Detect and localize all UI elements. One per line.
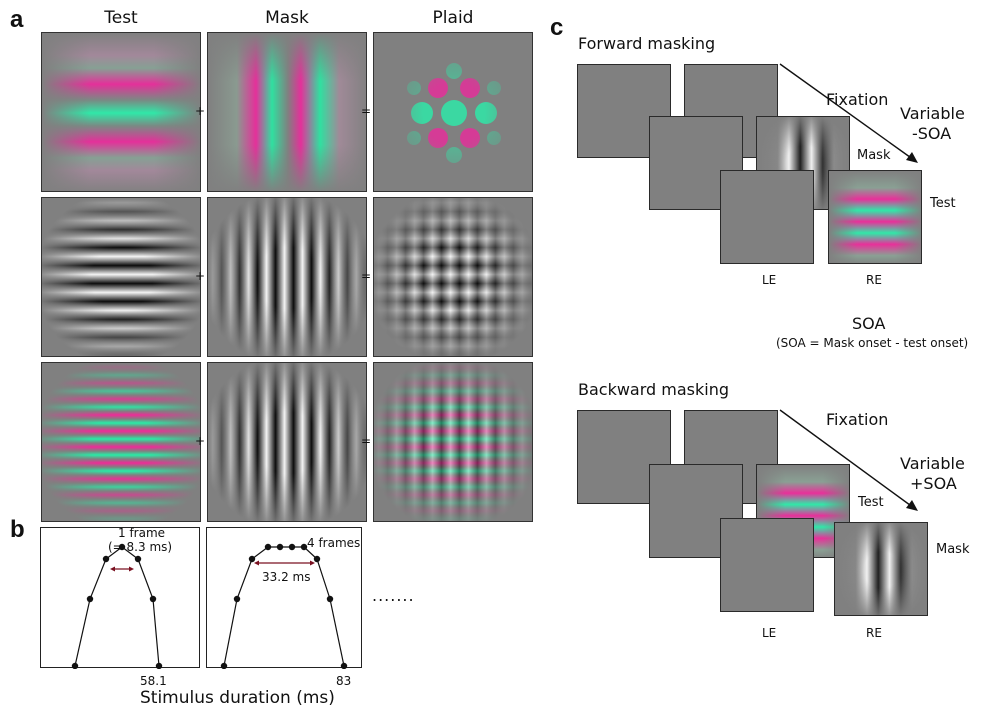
panel-b-letter: b <box>10 516 25 543</box>
backward-masking-title: Backward masking <box>578 380 730 399</box>
forward-fixation-label: Fixation <box>826 90 889 109</box>
plus-sign: + <box>195 434 206 448</box>
panel-c-letter: c <box>550 14 564 41</box>
backward-mask-frame-le <box>720 518 814 612</box>
continuation-ellipsis: ....... <box>372 586 415 605</box>
backward-time-arrow <box>779 409 918 511</box>
forward-mask-label: Mask <box>857 148 891 163</box>
forward-soa-label: -SOA <box>912 124 952 143</box>
forward-le-label: LE <box>762 273 777 287</box>
forward-test-label: Test <box>930 196 956 211</box>
plot1-frame-sub: (= 8.3 ms) <box>108 540 173 554</box>
blank-frame-le-2 <box>649 464 743 558</box>
test-color-high-image <box>41 362 201 522</box>
forward-test-frame-re <box>828 170 922 264</box>
equals-sign: = <box>361 104 372 118</box>
plot2-duration-label: 33.2 ms <box>262 570 311 584</box>
soa-definition: (SOA = Mask onset - test onset) <box>776 336 969 350</box>
forward-re-label: RE <box>866 273 882 287</box>
plot2-x-tick: 83 <box>336 674 352 688</box>
equals-sign: = <box>361 269 372 283</box>
column-header-test: Test <box>104 8 138 28</box>
plus-sign: + <box>195 269 206 283</box>
column-header-mask: Mask <box>265 8 309 28</box>
mask-bw-high-image <box>207 197 367 357</box>
equals-sign: = <box>361 434 372 448</box>
forward-variable-label: Variable <box>900 104 965 123</box>
backward-test-label: Test <box>858 495 884 510</box>
forward-masking-title: Forward masking <box>578 34 716 53</box>
column-header-plaid: Plaid <box>432 8 474 28</box>
duration-plot-1 <box>40 527 200 669</box>
mask-color-low-image <box>207 32 367 192</box>
plus-sign: + <box>195 104 206 118</box>
forward-time-arrow <box>779 63 918 163</box>
soa-title: SOA <box>852 314 886 333</box>
plot2-frame-label: 4 frames <box>307 536 361 550</box>
backward-le-label: LE <box>762 626 777 640</box>
duration-plot-2 <box>206 527 362 669</box>
backward-soa-label: +SOA <box>910 474 957 493</box>
plaid-color-high-image <box>373 362 533 522</box>
backward-variable-label: Variable <box>900 454 965 473</box>
test-color-low-image <box>41 32 201 192</box>
plaid-bw-high-image <box>373 197 533 357</box>
forward-test-frame-le <box>720 170 814 264</box>
mask-bw-high-image-2 <box>207 362 367 522</box>
panel-a-letter: a <box>10 6 24 33</box>
plot1-frame-label: 1 frame <box>118 526 166 540</box>
plaid-color-low-image <box>373 32 533 192</box>
backward-mask-label: Mask <box>936 542 970 557</box>
plot1-x-tick: 58.1 <box>140 674 167 688</box>
test-bw-high-image <box>41 197 201 357</box>
backward-re-label: RE <box>866 626 882 640</box>
backward-mask-frame-re <box>834 522 928 616</box>
backward-fixation-label: Fixation <box>826 410 889 429</box>
x-axis-label: Stimulus duration (ms) <box>140 688 335 708</box>
